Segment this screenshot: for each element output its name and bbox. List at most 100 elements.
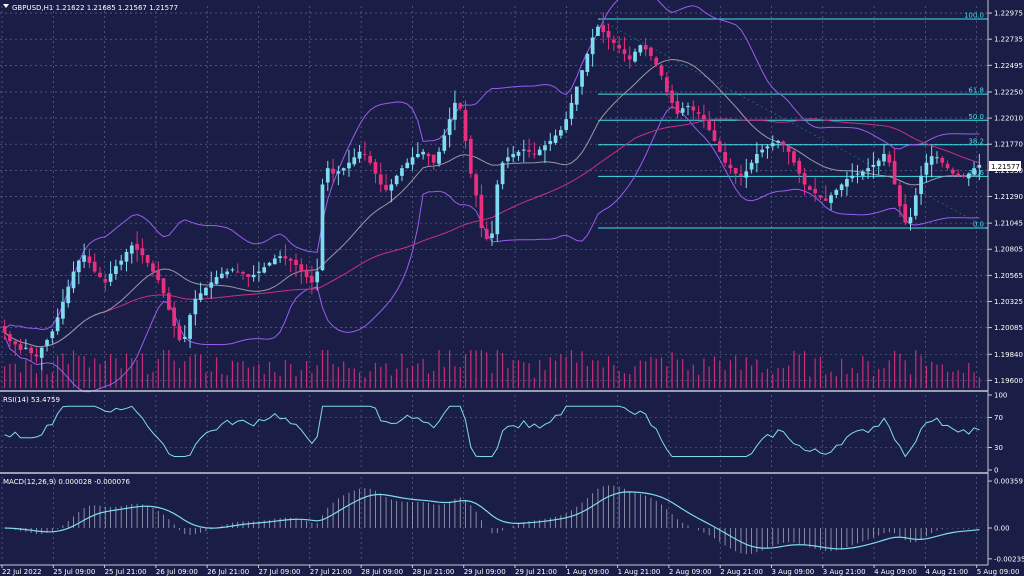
candle-body [617,44,621,49]
candle-body [315,271,320,283]
candle-body [304,269,309,277]
candle-body [702,114,706,120]
candle-body [606,31,611,38]
fib-level-label: 38.2 [968,137,984,145]
candle-body [744,171,749,178]
candle-body [818,195,823,198]
candle-body [283,256,288,259]
candle-body [29,347,33,354]
macd-tick-label: -0.002359 [994,555,1024,563]
bollinger-upper [4,0,980,331]
candle-body [802,173,807,185]
candle-body [913,195,918,216]
candle-body [55,317,60,332]
candle-body [484,228,489,239]
candle-body [474,174,478,196]
time-tick-label: 3 Aug 09:00 [772,568,815,576]
candle-body [108,273,113,282]
candle-body [151,263,155,272]
symbol-dropdown-icon[interactable] [3,4,9,8]
candle-body [225,271,229,275]
candle-body [866,168,870,172]
candle-body [696,112,701,114]
candlesticks[interactable] [2,12,982,371]
candle-body [516,151,521,156]
candle-body [940,157,945,163]
candle-body [246,274,251,277]
candle-body [898,185,902,207]
candle-body [394,175,399,185]
candle-body [447,119,452,135]
candle-body [924,162,929,175]
candle-body [167,292,171,310]
candle-body [792,151,796,163]
candle-body [347,162,351,169]
candle-body [373,162,378,174]
candle-body [82,255,86,262]
candle-body [760,149,765,153]
candle-body [521,149,526,151]
candle-body [272,258,277,265]
time-tick-label: 3 Aug 21:00 [823,568,866,576]
candle-body [18,344,23,350]
candle-body [776,140,780,143]
candle-body [585,53,590,72]
candle-body [357,151,362,159]
candle-body [770,143,775,147]
candle-body [490,233,494,238]
time-tick-label: 28 Jul 21:00 [412,568,454,576]
candle-body [479,194,484,229]
candle-body [92,261,97,272]
candle-body [887,154,892,163]
chart-grid [0,6,988,562]
time-tick-label: 27 Jul 21:00 [310,568,352,576]
candle-body [87,256,92,263]
time-tick-label: 27 Jul 09:00 [259,568,301,576]
candle-body [389,184,394,191]
candle-body [596,26,600,36]
price-tick-label: 1.20565 [994,272,1023,280]
time-tick-label: 25 Jul 21:00 [105,568,147,576]
candle-body [278,256,282,259]
time-tick-label: 26 Jul 09:00 [156,568,198,576]
candle-body [559,130,563,136]
candle-body [723,152,727,163]
candle-body [468,138,473,174]
candle-body [569,102,574,119]
candle-body [664,77,669,92]
candle-body [2,325,7,333]
candle-body [98,272,102,277]
candle-body [257,271,261,273]
candle-body [235,271,240,273]
candle-body [421,151,425,155]
rsi-tick-label: 0 [994,467,998,475]
price-tick-label: 1.22495 [994,62,1023,70]
time-tick-label: 22 Jul 2022 [2,568,42,576]
candle-body [755,154,759,164]
candle-body [712,130,717,141]
volume-bars [4,350,980,388]
candle-body [638,45,643,53]
fib-level-label: 61.8 [968,87,984,95]
candle-body [511,154,516,158]
candle-body [823,198,828,201]
fib-level-label: 23.6 [968,169,984,177]
candle-body [543,145,547,151]
candle-body [288,258,293,261]
candle-body [807,186,812,190]
symbol-header: GBPUSD,H1 1.21622 1.21685 1.21567 1.2157… [12,4,178,12]
fibonacci-retracement[interactable]: 100.0 61.8 50.0 38.2 23.6 0.0 [597,12,989,229]
candle-body [368,156,373,163]
macd-header: MACD(12,26,9) 0.000028 -0.000076 [3,478,130,486]
candle-body [204,287,208,296]
candle-body [267,262,272,266]
candle-body [310,276,314,283]
candle-body [532,153,537,155]
candle-body [129,245,134,254]
rsi-line [4,405,980,458]
candle-body [66,286,71,304]
candle-body [643,45,648,50]
candle-body [331,168,335,174]
price-tick-label: 1.20085 [994,324,1023,332]
